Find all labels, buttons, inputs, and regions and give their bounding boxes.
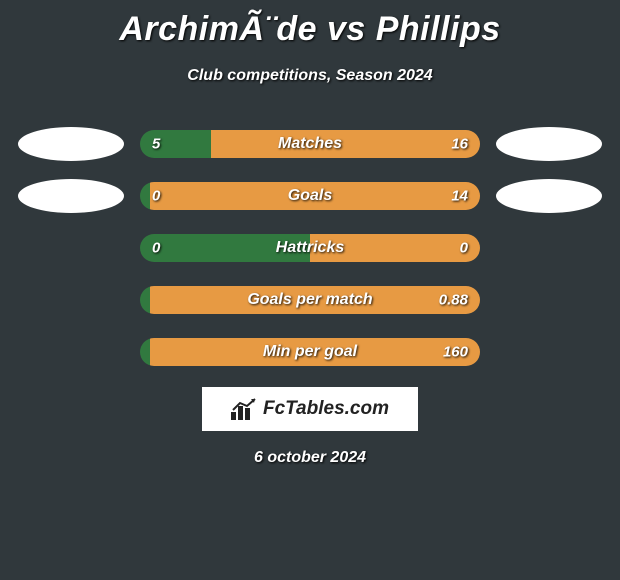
stat-left-value: 5	[152, 136, 160, 153]
comparison-row: 0 Hattricks 0	[0, 231, 620, 265]
comparison-row: Min per goal 160	[0, 335, 620, 369]
date-label: 6 october 2024	[0, 449, 620, 467]
stat-right-value: 16	[451, 136, 468, 153]
brand-text: FcTables.com	[263, 398, 389, 420]
stat-bar: 5 Matches 16	[140, 130, 480, 158]
stat-bar: 0 Hattricks 0	[140, 234, 480, 262]
stat-right-value: 14	[451, 188, 468, 205]
stat-right-value: 160	[443, 344, 468, 361]
stat-bar-left-fill	[140, 286, 150, 314]
player-left-marker	[18, 179, 124, 213]
spacer	[18, 335, 124, 369]
stat-bar-left-fill	[140, 130, 211, 158]
stat-label: Goals	[288, 187, 332, 205]
stat-bar-left-fill	[140, 338, 150, 366]
player-right-marker	[496, 127, 602, 161]
comparison-row: 0 Goals 14	[0, 179, 620, 213]
player-right-marker	[496, 179, 602, 213]
stat-label: Min per goal	[263, 343, 357, 361]
page-subtitle: Club competitions, Season 2024	[0, 67, 620, 85]
stat-bar-right-fill	[211, 130, 480, 158]
comparison-chart: 5Matches160Goals140Hattricks0Goals per m…	[0, 127, 620, 369]
stat-label: Goals per match	[247, 291, 372, 309]
stat-right-value: 0	[460, 240, 468, 257]
spacer	[496, 231, 602, 265]
stat-label: Matches	[278, 135, 342, 153]
comparison-row: Goals per match 0.88	[0, 283, 620, 317]
chart-icon	[231, 398, 257, 420]
page-title: ArchimÃ¨de vs Phillips	[0, 0, 620, 49]
stat-right-value: 0.88	[439, 292, 468, 309]
spacer	[496, 335, 602, 369]
comparison-row: 5 Matches 16	[0, 127, 620, 161]
brand-badge: FcTables.com	[202, 387, 418, 431]
spacer	[496, 283, 602, 317]
stat-bar: Goals per match 0.88	[140, 286, 480, 314]
stat-left-value: 0	[152, 188, 160, 205]
player-left-marker	[18, 127, 124, 161]
stat-bar-left-fill	[140, 182, 150, 210]
stat-bar: Min per goal 160	[140, 338, 480, 366]
stat-left-value: 0	[152, 240, 160, 257]
stat-label: Hattricks	[276, 239, 344, 257]
spacer	[18, 231, 124, 265]
spacer	[18, 283, 124, 317]
stat-bar: 0 Goals 14	[140, 182, 480, 210]
